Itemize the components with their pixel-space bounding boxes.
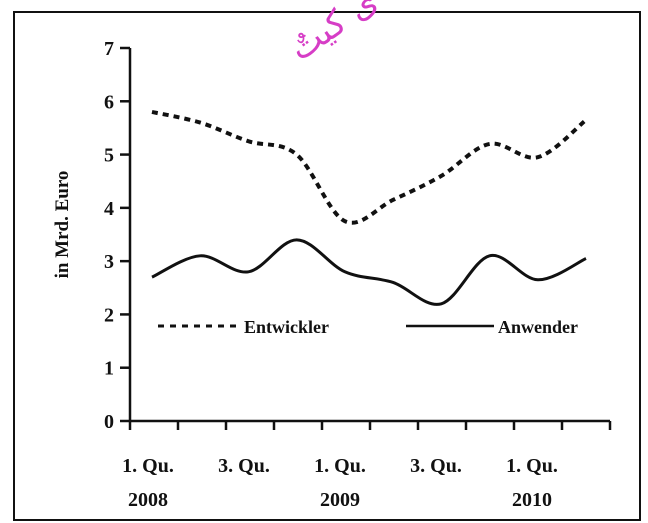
y-tick-label: 5 [104, 145, 114, 167]
legend-label-entwickler: Entwickler [244, 317, 329, 337]
series-line-entwickler [151, 109, 588, 225]
y-axis-label: in Mrd. Euro [52, 171, 73, 279]
y-tick-label: 6 [104, 91, 114, 113]
axes: 0 1 2 3 4 5 6 7 1. Qu. 2008 3. Qu. 1. Qu. 2009 3. Qu.… [52, 38, 612, 511]
y-tick-label: 4 [104, 198, 114, 220]
x-year-label: 2009 [320, 489, 360, 511]
watermark: ى كيتٌ [282, 0, 385, 69]
series-line-anwender [151, 238, 587, 306]
y-tick-label: 2 [104, 304, 114, 326]
y-tick-label: 3 [104, 251, 114, 273]
legend: Entwickler Anwender [158, 317, 578, 337]
y-tick-label: 0 [104, 411, 114, 433]
x-year-label: 2010 [512, 489, 552, 511]
x-tick-label: 1. Qu. [506, 455, 558, 477]
series-lines [151, 109, 588, 306]
x-tick-label: 3. Qu. [218, 455, 270, 477]
x-tick-label: 1. Qu. [314, 455, 366, 477]
y-tick-label: 7 [104, 38, 114, 60]
x-tick-label: 3. Qu. [410, 455, 462, 477]
y-tick-label: 1 [104, 358, 114, 380]
x-tick-label: 1. Qu. [122, 455, 174, 477]
legend-label-anwender: Anwender [498, 317, 578, 337]
x-year-label: 2008 [128, 489, 168, 511]
chart-frame [13, 11, 641, 521]
